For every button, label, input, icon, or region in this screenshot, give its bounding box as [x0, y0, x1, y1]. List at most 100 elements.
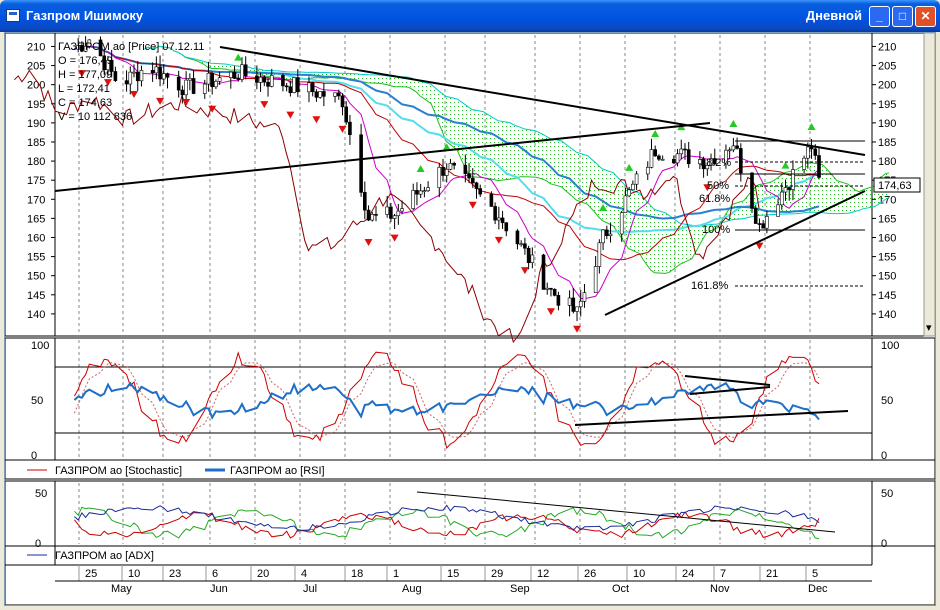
candle-body — [474, 182, 479, 189]
time-day-label: 5 — [812, 568, 818, 580]
candle-body — [344, 106, 349, 123]
price-scrollbar[interactable] — [923, 33, 935, 337]
time-axis: 25 10 23 6 20 4 18 1 15 29 12 26 10 24 7 21 5 May Jun Jul Au… — [55, 565, 872, 595]
chart-area[interactable]: ▾ 140 140 145 145 150 150 155 155 160 160 165 165 17… — [4, 32, 936, 606]
candle-body — [415, 190, 419, 195]
fib-100-label: 100% — [702, 224, 730, 236]
buy-arrow-icon — [729, 119, 738, 127]
minus-di-line — [74, 511, 820, 539]
candle-body — [556, 295, 561, 306]
time-day-label: 12 — [537, 568, 549, 580]
candle-body — [150, 70, 155, 74]
price-tick-label-left: 150 — [27, 271, 45, 283]
rsi-trend-line — [684, 375, 771, 386]
candle-body — [776, 204, 780, 217]
price-tick-label-left: 170 — [27, 194, 45, 206]
candle-body — [660, 158, 665, 161]
trend-lines[interactable] — [54, 46, 866, 316]
candle-body — [426, 187, 430, 191]
sell-arrow-icon — [755, 242, 764, 250]
adx-tick-label-right: 50 — [881, 488, 893, 500]
candlesticks — [76, 36, 821, 322]
candle-body — [184, 79, 188, 96]
info-high: H = 177,09 — [58, 69, 112, 81]
candle-body — [370, 214, 375, 221]
grid-lines — [78, 35, 811, 544]
candle-body — [80, 45, 84, 52]
sell-arrow-icon — [546, 308, 555, 316]
candle-body — [698, 159, 702, 165]
price-tick-label-right: 160 — [878, 232, 896, 244]
minimize-button[interactable]: _ — [869, 6, 890, 27]
osc-tick-label-left: 100 — [31, 340, 49, 352]
candle-body — [575, 306, 579, 312]
candle-body — [210, 72, 214, 88]
maximize-button[interactable]: □ — [892, 6, 913, 27]
time-day-label: 21 — [766, 568, 778, 580]
candle-body — [232, 71, 237, 79]
candle-body — [333, 92, 337, 97]
candle-body — [679, 148, 684, 155]
candle-body — [675, 153, 680, 164]
info-header: ГАЗПРОМ ao [Price] 07.12.11 — [58, 41, 204, 53]
candle-body — [478, 188, 483, 195]
candle-body — [809, 146, 814, 150]
osc-tick-label-right: 50 — [881, 395, 893, 407]
scroll-down-icon[interactable]: ▾ — [926, 322, 932, 334]
time-day-label: 6 — [212, 568, 218, 580]
osc-tick-label-right: 0 — [881, 450, 887, 462]
title-bar[interactable]: Газпром Ишимоку Дневной _ □ ✕ — [0, 0, 940, 32]
buy-arrow-icon — [781, 161, 790, 169]
close-button[interactable]: ✕ — [915, 6, 936, 27]
signal-arrows — [77, 53, 816, 333]
candle-body — [139, 70, 144, 82]
candle-body — [582, 292, 587, 302]
candle-body — [281, 75, 285, 87]
price-tick-label-right: 165 — [878, 213, 896, 225]
rsi-trend-line — [689, 386, 771, 395]
adx-legend: ГАЗПРОМ ao [ADX] — [55, 550, 154, 562]
candle-body — [202, 83, 207, 94]
sell-arrow-icon — [182, 99, 191, 107]
candle-body — [366, 209, 371, 221]
candle-body — [686, 149, 691, 165]
candle-body — [497, 217, 501, 221]
sell-arrow-icon — [312, 116, 321, 124]
price-tick-label-left: 190 — [27, 118, 45, 130]
candle-body — [363, 192, 367, 211]
candle-body — [549, 287, 553, 290]
candle-body — [76, 45, 80, 50]
oscillator-panel[interactable] — [5, 337, 935, 480]
price-tick-label-left: 195 — [27, 99, 45, 111]
candle-body — [188, 78, 192, 81]
time-month-label: Jun — [210, 583, 228, 595]
candle-body — [504, 222, 509, 232]
candle-body — [165, 73, 170, 78]
adx-panel[interactable] — [5, 480, 935, 605]
candle-body — [757, 223, 762, 225]
price-tick-label-left: 165 — [27, 213, 45, 225]
candle-body — [128, 71, 133, 85]
candle-body — [653, 149, 657, 157]
candle-body — [634, 173, 639, 185]
oscillator-lines — [73, 351, 849, 450]
price-tick-label-left: 175 — [27, 175, 45, 187]
candle-body — [724, 149, 728, 165]
candle-body — [113, 71, 118, 81]
candle-body — [240, 64, 244, 80]
candle-body — [761, 223, 765, 229]
candle-body — [348, 121, 352, 136]
buy-arrow-icon — [807, 122, 816, 130]
buy-arrow-icon — [599, 203, 608, 211]
candle-body — [619, 212, 624, 235]
time-day-label: 26 — [584, 568, 596, 580]
candle-body — [452, 163, 456, 166]
candle-body — [284, 85, 289, 88]
candle-body — [158, 66, 162, 80]
candle-body — [523, 243, 527, 249]
tick-labels: 140 140 145 145 150 150 155 155 160 160 165 165 170 1… — [27, 41, 899, 550]
price-tick-label-left: 160 — [27, 232, 45, 244]
price-tick-label-right: 190 — [878, 118, 896, 130]
candle-body — [243, 64, 248, 77]
